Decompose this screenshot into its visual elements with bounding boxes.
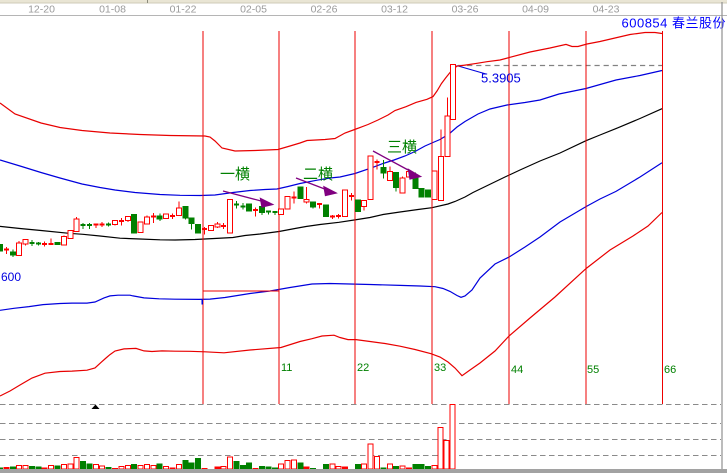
svg-text:33: 33 <box>434 362 446 374</box>
svg-text:12-20: 12-20 <box>28 4 55 16</box>
svg-text:03-26: 03-26 <box>452 4 479 16</box>
svg-text:11: 11 <box>281 362 292 374</box>
svg-text:02-26: 02-26 <box>311 4 338 16</box>
svg-text:66: 66 <box>664 364 676 376</box>
svg-text:三横: 三横 <box>387 139 417 156</box>
svg-text:22: 22 <box>357 362 369 374</box>
svg-text:03-12: 03-12 <box>381 4 408 16</box>
svg-text:01-08: 01-08 <box>99 4 126 16</box>
svg-text:600: 600 <box>1 270 21 284</box>
svg-text:01-22: 01-22 <box>170 4 197 16</box>
svg-text:一横: 一横 <box>220 166 250 183</box>
svg-text:44: 44 <box>511 364 523 376</box>
svg-text:600854 春兰股份: 600854 春兰股份 <box>622 16 727 31</box>
svg-text:二横: 二横 <box>303 166 333 183</box>
svg-text:02-05: 02-05 <box>240 4 267 16</box>
svg-text:55: 55 <box>587 364 599 376</box>
svg-text:04-23: 04-23 <box>593 4 620 16</box>
svg-text:04-09: 04-09 <box>522 4 549 16</box>
svg-text:5.3905: 5.3905 <box>481 71 521 86</box>
